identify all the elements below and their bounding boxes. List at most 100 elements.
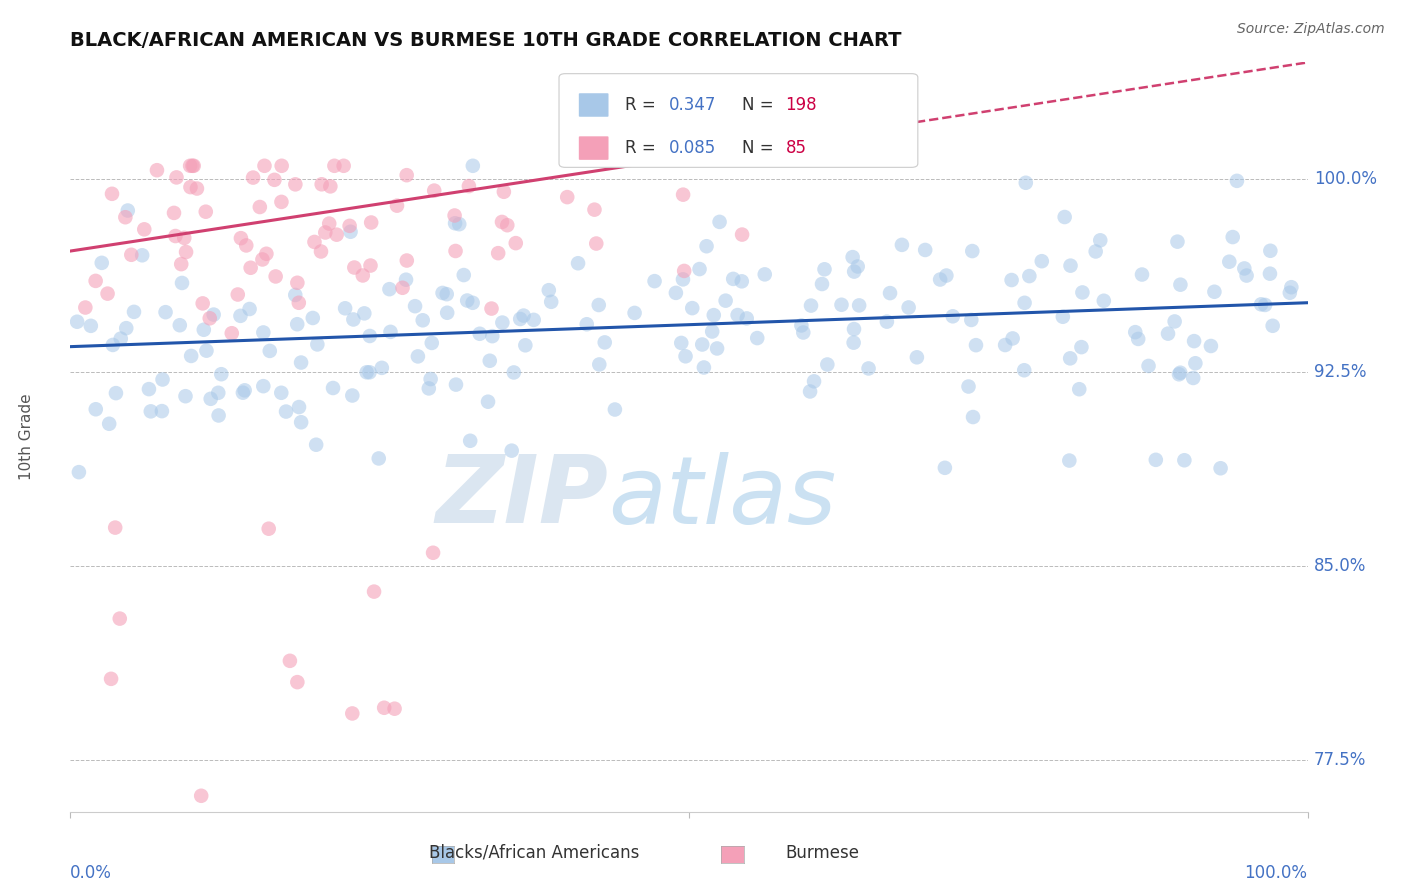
- Point: [342, 312, 364, 326]
- Point: [232, 385, 254, 400]
- Point: [461, 295, 484, 310]
- Text: 85.0%: 85.0%: [1313, 558, 1367, 575]
- Point: [418, 381, 440, 395]
- Point: [235, 238, 257, 252]
- Point: [146, 163, 169, 178]
- Point: [288, 295, 311, 310]
- Point: [1233, 261, 1256, 276]
- Point: [842, 335, 865, 350]
- Point: [249, 200, 271, 214]
- Point: [811, 277, 834, 291]
- Text: 92.5%: 92.5%: [1313, 363, 1367, 382]
- Point: [229, 309, 252, 323]
- Point: [395, 253, 418, 268]
- Point: [252, 326, 274, 340]
- Text: BLACK/AFRICAN AMERICAN VS BURMESE 10TH GRADE CORRELATION CHART: BLACK/AFRICAN AMERICAN VS BURMESE 10TH G…: [70, 30, 901, 50]
- Point: [831, 298, 853, 312]
- Point: [1199, 339, 1222, 353]
- Point: [117, 203, 139, 218]
- Point: [264, 269, 287, 284]
- Point: [181, 159, 204, 173]
- Text: N =: N =: [742, 139, 779, 157]
- Point: [395, 273, 418, 287]
- Point: [1168, 366, 1191, 380]
- Point: [957, 379, 980, 393]
- Point: [290, 415, 312, 429]
- Point: [322, 381, 344, 395]
- Point: [583, 202, 606, 217]
- Text: R =: R =: [624, 139, 661, 157]
- Point: [84, 274, 107, 288]
- Point: [491, 316, 513, 330]
- Point: [486, 246, 509, 260]
- Point: [603, 402, 626, 417]
- Point: [323, 159, 346, 173]
- Text: 100.0%: 100.0%: [1313, 169, 1376, 187]
- Point: [186, 181, 208, 195]
- Point: [703, 308, 725, 322]
- Point: [378, 282, 401, 296]
- Point: [675, 349, 697, 363]
- Point: [706, 342, 728, 356]
- Point: [391, 281, 413, 295]
- Point: [1168, 368, 1191, 382]
- Point: [844, 264, 866, 278]
- Point: [727, 308, 749, 322]
- Point: [252, 379, 274, 393]
- Point: [693, 360, 716, 375]
- Point: [1069, 382, 1091, 396]
- Point: [343, 260, 366, 275]
- Point: [359, 365, 381, 379]
- Point: [290, 355, 312, 369]
- Point: [457, 179, 479, 194]
- Point: [1059, 259, 1081, 273]
- Point: [929, 272, 952, 286]
- Point: [1071, 285, 1094, 300]
- Point: [540, 294, 562, 309]
- Point: [501, 443, 523, 458]
- Point: [198, 311, 221, 326]
- FancyBboxPatch shape: [579, 136, 609, 160]
- Point: [152, 372, 174, 386]
- Point: [935, 268, 957, 283]
- Point: [363, 584, 385, 599]
- Text: 0.085: 0.085: [669, 139, 717, 157]
- Point: [75, 301, 97, 315]
- Point: [307, 337, 329, 351]
- Point: [367, 451, 389, 466]
- Point: [934, 460, 956, 475]
- Point: [1173, 453, 1195, 467]
- Point: [314, 226, 336, 240]
- Point: [80, 318, 103, 333]
- Point: [965, 338, 987, 352]
- Point: [385, 199, 408, 213]
- Point: [509, 312, 531, 326]
- Point: [180, 349, 202, 363]
- Text: 10th Grade: 10th Grade: [20, 393, 35, 481]
- Point: [108, 612, 131, 626]
- Point: [209, 368, 232, 382]
- Point: [914, 243, 936, 257]
- Point: [131, 248, 153, 262]
- Point: [496, 218, 519, 232]
- Point: [120, 248, 142, 262]
- Point: [342, 706, 364, 721]
- Point: [360, 215, 382, 229]
- Point: [1250, 297, 1272, 311]
- Point: [848, 298, 870, 312]
- Point: [1052, 310, 1074, 324]
- Point: [253, 159, 276, 173]
- Point: [1130, 268, 1153, 282]
- Point: [436, 287, 458, 301]
- Point: [183, 159, 205, 173]
- Point: [288, 400, 311, 414]
- Point: [207, 409, 229, 423]
- Point: [169, 318, 191, 333]
- Point: [1182, 371, 1205, 385]
- FancyBboxPatch shape: [579, 94, 609, 117]
- Point: [735, 311, 758, 326]
- Text: N =: N =: [742, 96, 779, 114]
- Point: [270, 385, 292, 400]
- Text: ZIP: ZIP: [436, 451, 609, 543]
- Point: [456, 293, 478, 308]
